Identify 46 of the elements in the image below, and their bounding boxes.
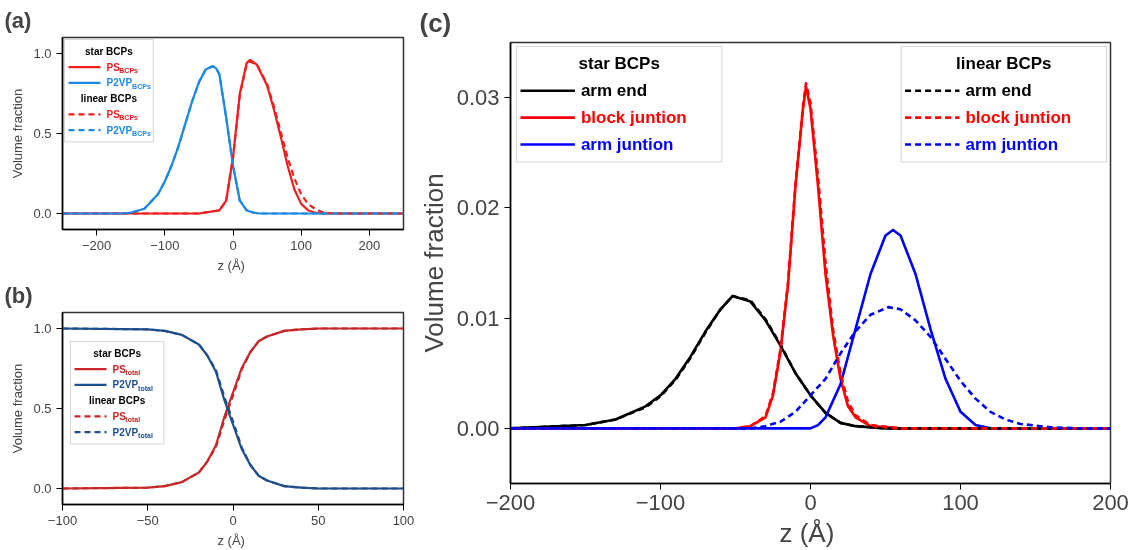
x-tick-label: −100: [150, 237, 180, 253]
y-tick-label: 0.0: [33, 206, 52, 221]
x-tick-label: 50: [311, 512, 326, 528]
x-tick-label: −200: [485, 489, 536, 515]
y-tick-label: 0.5: [33, 401, 52, 416]
annotation: linear BCPs: [89, 395, 146, 407]
annotation: linear BCPs: [956, 54, 1052, 74]
x-tick-label: 0: [229, 237, 237, 253]
y-tick-label: 0.02: [456, 195, 500, 221]
y-tick-label: 1.0: [33, 46, 52, 61]
chart-title: (b): [4, 282, 33, 308]
legend-label: block juntion: [965, 108, 1072, 128]
annotation: star BCPs: [93, 347, 142, 359]
y-axis-title: Volume fraction: [10, 363, 26, 454]
chart-title: (a): [4, 7, 32, 33]
chart-title: (c): [419, 7, 452, 38]
legend-label: arm end: [965, 81, 1032, 101]
annotation: star BCPs: [85, 45, 134, 57]
x-tick-label: 100: [942, 489, 979, 515]
x-tick-label: −100: [47, 512, 78, 528]
x-tick-label: −200: [81, 237, 112, 253]
x-tick-label: −100: [635, 489, 686, 515]
y-axis-title: Volume fraction: [418, 173, 449, 353]
x-axis-title: z (Å): [779, 517, 835, 548]
y-tick-label: 1.0: [33, 321, 52, 336]
annotation: linear BCPs: [80, 93, 138, 105]
legend-label: arm juntion: [965, 135, 1059, 155]
x-tick-label: 200: [358, 237, 381, 253]
legend-label: arm end: [580, 81, 648, 101]
y-tick-label: 0.01: [456, 305, 500, 331]
x-tick-label: 0: [804, 489, 817, 515]
y-tick-label: 0.00: [456, 415, 500, 441]
legend-label: block juntion: [580, 108, 687, 128]
x-axis-title: z (Å): [217, 257, 245, 273]
y-tick-label: 0.0: [33, 481, 52, 496]
x-axis-title: z (Å): [217, 532, 245, 548]
x-tick-label: 100: [290, 237, 313, 253]
legend-label: arm juntion: [580, 135, 674, 155]
x-tick-label: 200: [1092, 489, 1129, 515]
y-axis-title: Volume fraction: [10, 88, 26, 179]
y-tick-label: 0.5: [33, 126, 52, 141]
y-tick-label: 0.03: [456, 85, 500, 111]
x-tick-label: 100: [392, 512, 415, 528]
x-tick-label: 0: [229, 512, 237, 528]
annotation: star BCPs: [578, 54, 660, 74]
x-tick-label: −50: [136, 512, 159, 528]
